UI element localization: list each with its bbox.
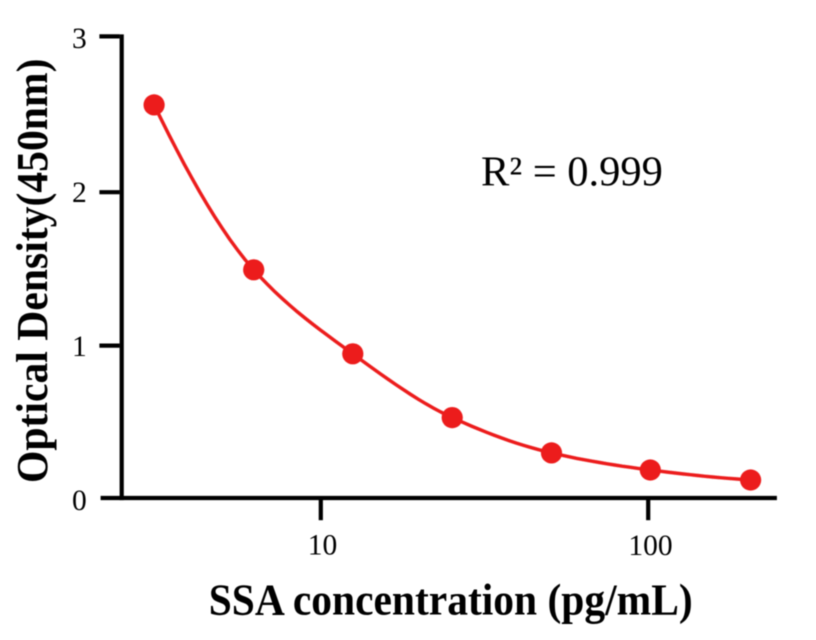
svg-text:1: 1 [72,331,87,363]
svg-text:100: 100 [628,530,672,562]
svg-text:SSA concentration (pg/mL): SSA concentration (pg/mL) [209,574,693,624]
svg-text:2: 2 [72,177,87,209]
svg-text:3: 3 [72,23,87,55]
svg-text:R² = 0.999: R² = 0.999 [481,149,663,196]
svg-text:0: 0 [72,485,87,517]
svg-text:10: 10 [308,530,338,562]
svg-text:Optical Density(450nm): Optical Density(450nm) [7,59,57,484]
